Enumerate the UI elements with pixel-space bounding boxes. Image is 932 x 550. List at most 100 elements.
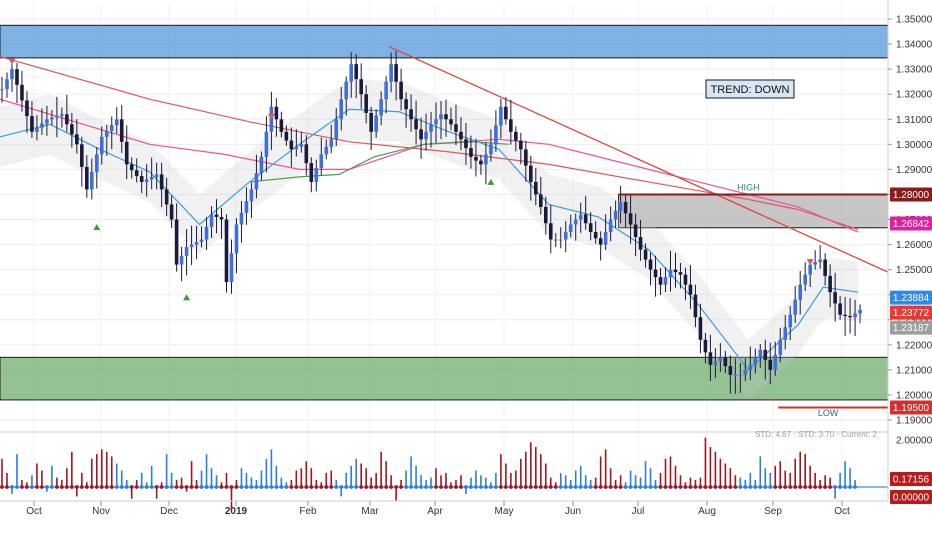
candle-body (758, 349, 763, 358)
oscillator-dot (94, 485, 99, 489)
oscillator-dot (663, 485, 668, 489)
oscillator-dot (374, 485, 379, 489)
candle-body (658, 277, 663, 285)
level-label-low: LOW (818, 408, 839, 418)
oscillator-dot (10, 485, 14, 489)
oscillator-dot (30, 485, 34, 489)
candle-body (633, 224, 638, 238)
oscillator-dot (199, 485, 204, 489)
candle-body (329, 139, 334, 147)
candle-body (124, 141, 129, 165)
candle-body (319, 154, 324, 169)
trend-annotation-box[interactable]: TREND: DOWN (705, 79, 795, 99)
oscillator-badge-0: 0.17156 (890, 471, 932, 486)
candle-body (169, 204, 174, 220)
oscillator-dot (84, 485, 89, 489)
oscillator-dot (15, 485, 19, 489)
oscillator-dot (648, 485, 653, 489)
time-axis[interactable]: Oct Nov Dec 2019 Feb Mar Apr May Jun Jul Aug Sep Oct (0, 500, 888, 517)
candle-body (578, 214, 583, 220)
oscillator-dot (409, 485, 413, 489)
oscillator-dot (843, 485, 848, 489)
candle-body (763, 349, 768, 360)
text-labels: HIGH LOW (737, 183, 839, 419)
candle-body (50, 117, 54, 120)
oscillator-dot (434, 485, 438, 489)
candle-body (813, 262, 817, 265)
oscillator-dot (488, 485, 493, 489)
candle-body (504, 106, 508, 120)
oscillator-dot (598, 485, 603, 489)
time-tick-label: Oct (834, 506, 850, 517)
oscillator-dot (25, 485, 29, 489)
candle-body (149, 176, 154, 180)
oscillator-dot (798, 485, 803, 489)
candle-body (99, 136, 104, 155)
price-axis[interactable]: 1.35000 1.34000 1.33000 1.32000 1.31000 1.300… (887, 0, 932, 500)
candle-body (803, 274, 807, 285)
oscillator-dot (299, 485, 304, 489)
oscillator-dot (144, 485, 149, 489)
oscillator-dot (89, 485, 94, 489)
oscillator-dot (274, 485, 279, 489)
oscillator-dot (354, 485, 359, 489)
price-tick-label: 1.31000 (896, 115, 932, 126)
oscillator-dot (219, 485, 224, 489)
time-tick-label: Dec (160, 506, 178, 517)
candle-body (773, 354, 778, 370)
oscillator-dot (768, 485, 773, 489)
candle-body (573, 219, 578, 225)
candle-body (94, 154, 99, 172)
oscillator-dot (339, 485, 344, 489)
oscillator-dot (109, 485, 114, 489)
candle-body (55, 115, 59, 118)
oscillator-dot (429, 485, 433, 489)
signal-up-icon (93, 224, 101, 231)
candle-body (598, 238, 603, 245)
candle-body (768, 359, 773, 370)
candle-body (748, 364, 753, 370)
oscillator-dot (334, 485, 339, 489)
candle-body (284, 131, 289, 141)
candle-body (484, 154, 488, 165)
price-badge-5-bg (890, 400, 932, 415)
oscillator-dot (249, 485, 254, 489)
candle-body (399, 81, 403, 100)
oscillator-dot (364, 485, 369, 489)
candle-body (374, 115, 378, 132)
envelope-band (0, 79, 859, 400)
oscillator-dot (379, 485, 384, 489)
candle-body (643, 249, 648, 260)
candle-body (354, 64, 359, 80)
candle-body (728, 366, 733, 375)
candle-body (164, 189, 169, 205)
price-badge-1-text: 1.26842 (893, 219, 930, 230)
price-tick-label: 1.29000 (896, 165, 932, 176)
oscillator-dot (723, 485, 728, 489)
candle-body (648, 259, 653, 270)
oscillator-dot (454, 485, 458, 489)
oscillator-dot (0, 485, 4, 489)
time-tick-label: Sep (764, 506, 782, 517)
oscillator-dot (618, 485, 623, 489)
candle-body (818, 259, 822, 263)
oscillator-dot (513, 485, 518, 489)
time-tick-label: Oct (26, 506, 42, 517)
oscillator-dot (194, 485, 199, 489)
oscillator-dot (553, 485, 558, 489)
candle-body (823, 259, 827, 276)
price-badge-5: 1.19500 (890, 400, 932, 415)
oscillator-dot (853, 485, 857, 489)
oscillator-dot (493, 485, 498, 489)
oscillator-dot (628, 485, 633, 489)
oscillator-dot (813, 485, 818, 489)
candle-body (15, 69, 19, 85)
oscillator-dot (479, 485, 483, 489)
candle-body (623, 201, 628, 214)
candle-body (838, 303, 842, 315)
candle-body (848, 315, 852, 318)
candle-body (454, 124, 458, 132)
candle-body (424, 131, 428, 140)
candle-body (384, 81, 388, 100)
